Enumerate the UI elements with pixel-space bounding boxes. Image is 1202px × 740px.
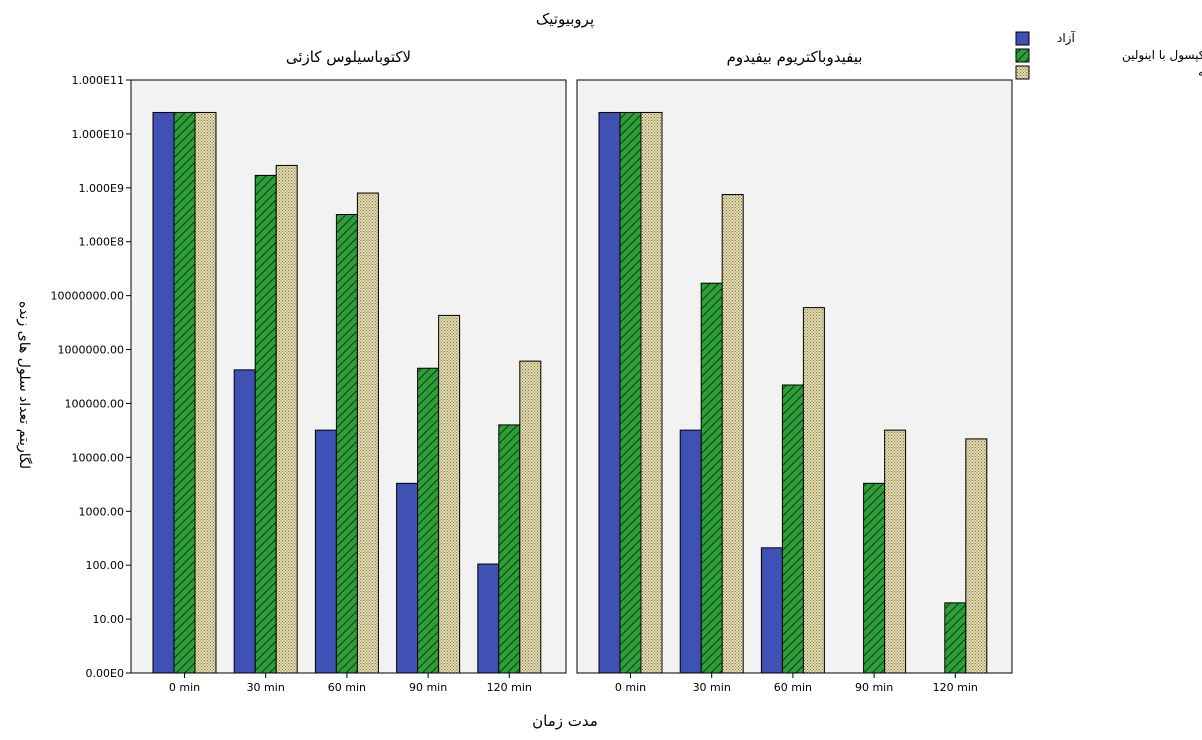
bar xyxy=(335,213,358,674)
y-tick-label: 1.000E10 xyxy=(72,128,124,141)
bar xyxy=(314,429,337,674)
bar xyxy=(233,369,256,674)
panel-0: لاکتوباسیلوس کازئی 0 min 30 min 60 min 90 mi… xyxy=(130,48,567,694)
y-axis-label: لگاریتم تعداد سلول های زنده xyxy=(16,301,33,469)
y-tick-label: 10000.00 xyxy=(72,451,125,464)
x-tick-label: 60 min xyxy=(328,681,366,694)
legend-swatch xyxy=(1015,31,1030,46)
y-tick-label: 100.00 xyxy=(86,559,125,572)
bar xyxy=(254,174,277,674)
bar xyxy=(477,563,500,674)
panel-title: بیفیدوباکتریوم بیفیدوم xyxy=(727,48,863,66)
panel-title: لاکتوباسیلوس کازئی xyxy=(286,48,411,66)
legend-label: آزاد xyxy=(1057,30,1075,46)
panel-1: بیفیدوباکتریوم بیفیدوم 0 min 30 min 60 min 9… xyxy=(576,48,1013,694)
y-tick-label: 1000000.00 xyxy=(58,344,124,357)
bar xyxy=(275,164,298,674)
bar xyxy=(152,111,175,674)
bar xyxy=(396,482,419,674)
bar xyxy=(802,307,825,674)
y-tick-label: 1000.00 xyxy=(79,505,125,518)
bar xyxy=(194,111,217,674)
bar xyxy=(721,194,744,674)
bar xyxy=(965,438,988,674)
x-tick-label: 90 min xyxy=(409,681,447,694)
legend-swatch xyxy=(1015,65,1030,80)
x-tick-label: 120 min xyxy=(487,681,532,694)
bar xyxy=(884,429,907,674)
chart-title: پروبیوتیک xyxy=(536,10,594,29)
bar xyxy=(700,282,723,674)
x-tick-label: 30 min xyxy=(247,681,285,694)
x-axis-label: مدت زمان xyxy=(532,712,598,730)
bar xyxy=(417,367,440,674)
legend: آزاد کپسول با اینولین کپسول با اینولین و ن… xyxy=(1015,30,1202,80)
bar xyxy=(863,482,886,674)
x-tick-label: 0 min xyxy=(169,681,200,694)
legend-label: کپسول با اینولین و نشاسته xyxy=(1198,65,1202,80)
y-tick-label: 0.00E0 xyxy=(86,667,124,680)
bar xyxy=(679,429,702,674)
bar xyxy=(598,111,621,674)
panels-layer: لاکتوباسیلوس کازئی 0 min 30 min 60 min 90 mi… xyxy=(130,48,1013,694)
bar xyxy=(760,547,783,674)
x-tick-label: 120 min xyxy=(933,681,978,694)
y-tick-label: 100000.00 xyxy=(65,397,125,410)
y-tick-label: 1.000E9 xyxy=(79,182,124,195)
y-tick-label: 10000000.00 xyxy=(51,290,124,303)
x-tick-label: 60 min xyxy=(774,681,812,694)
x-tick-label: 0 min xyxy=(615,681,646,694)
bar xyxy=(173,111,196,674)
y-tick-label: 10.00 xyxy=(93,613,125,626)
bar xyxy=(781,384,804,674)
legend-label: کپسول با اینولین xyxy=(1122,48,1202,63)
legend-swatch xyxy=(1015,48,1030,63)
y-tick-label: 1.000E8 xyxy=(79,236,124,249)
bar xyxy=(619,111,642,674)
bar xyxy=(944,602,967,674)
bar xyxy=(519,360,542,674)
bar xyxy=(498,424,521,674)
bar xyxy=(438,314,461,674)
y-tick-label: 1.000E11 xyxy=(72,74,124,87)
y-axis: 0.00E0 10.00 100.00 1000.00 10000.00 100000.0… xyxy=(51,74,131,680)
bar xyxy=(356,192,379,674)
x-tick-label: 90 min xyxy=(855,681,893,694)
x-tick-label: 30 min xyxy=(693,681,731,694)
bar xyxy=(640,111,663,674)
